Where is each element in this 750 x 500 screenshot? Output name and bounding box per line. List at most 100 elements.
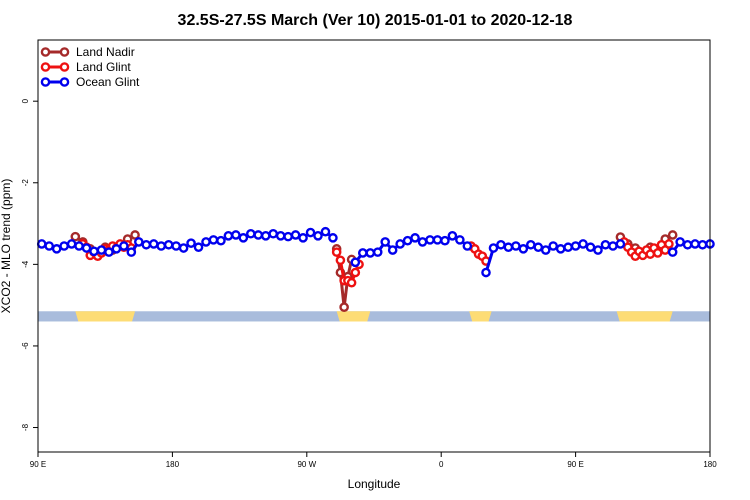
data-point-ocean-glint-3 [59, 241, 69, 251]
data-point-ocean-glint-43 [372, 247, 383, 257]
data-point-ocean-glint-20 [186, 238, 196, 248]
x-axis-label: Longitude [348, 477, 401, 491]
data-point-land-glint-15 [335, 255, 346, 266]
legend-marker-left-land-nadir [40, 47, 51, 57]
data-point-ocean-glint-51 [432, 235, 443, 245]
data-point-ocean-glint-79 [697, 239, 708, 250]
data-point-ocean-glint-2 [51, 244, 62, 254]
data-point-ocean-glint-0 [36, 239, 47, 249]
data-point-ocean-glint-38 [320, 226, 331, 237]
data-point-ocean-glint-72 [600, 239, 611, 250]
data-point-ocean-glint-71 [593, 245, 603, 255]
data-point-ocean-glint-78 [690, 239, 700, 249]
legend-item-land-nadir: Land Nadir [40, 45, 135, 59]
data-point-land-glint-19 [350, 267, 361, 278]
legend-marker-right-land-nadir [59, 47, 70, 57]
data-point-land-glint-18 [346, 277, 357, 288]
data-point-ocean-glint-17 [163, 239, 174, 250]
data-point-land-glint-14 [331, 247, 342, 257]
legend-marker-right-ocean-glint [59, 77, 70, 87]
data-point-ocean-glint-49 [417, 237, 428, 247]
land-segment-3 [616, 311, 673, 322]
data-point-ocean-glint-1 [44, 241, 55, 251]
data-point-ocean-glint-64 [540, 245, 551, 255]
y-tick-label-1: -2 [21, 179, 30, 187]
data-point-ocean-glint-23 [208, 235, 219, 245]
y-tick-label-0: 0 [21, 98, 30, 103]
data-point-ocean-glint-59 [503, 242, 514, 253]
data-point-ocean-glint-37 [313, 231, 323, 241]
data-point-ocean-glint-30 [260, 231, 271, 241]
legend-marker-right-land-glint [59, 62, 70, 72]
data-point-ocean-glint-35 [298, 233, 308, 243]
data-point-ocean-glint-48 [410, 233, 420, 243]
data-point-ocean-glint-31 [268, 228, 279, 239]
data-point-ocean-glint-24 [216, 235, 226, 246]
data-point-ocean-glint-22 [201, 237, 211, 247]
data-point-land-glint-38 [664, 239, 674, 249]
data-point-ocean-glint-7 [89, 246, 99, 257]
data-point-land-glint-35 [652, 248, 663, 258]
data-point-ocean-glint-42 [365, 248, 376, 258]
data-point-land-nadir-0 [70, 231, 81, 242]
y-axis: 0 -2 -4 -6 -8 [21, 98, 38, 431]
series-ocean-glint [36, 226, 715, 278]
data-point-ocean-glint-77 [682, 239, 693, 250]
data-point-ocean-glint-57 [488, 243, 499, 253]
data-point-ocean-glint-33 [283, 231, 293, 242]
data-point-ocean-glint-69 [578, 239, 588, 249]
data-point-ocean-glint-73 [608, 241, 618, 251]
legend-label-land-nadir: Land Nadir [76, 45, 135, 59]
data-point-ocean-glint-8 [96, 245, 107, 255]
data-point-ocean-glint-55 [462, 241, 473, 251]
data-point-ocean-glint-19 [178, 243, 189, 253]
x-axis: 90 E 180 90 W 0 90 E 180 [30, 452, 717, 469]
data-point-ocean-glint-66 [555, 244, 566, 254]
land-ocean-band [38, 311, 710, 322]
legend-marker-left-ocean-glint [40, 77, 51, 87]
data-point-ocean-glint-53 [447, 231, 458, 241]
data-point-land-nadir-8 [130, 230, 140, 240]
y-tick-label-3: -6 [21, 342, 30, 350]
x-tick-label-1: 180 [166, 460, 180, 469]
legend-label-ocean-glint: Ocean Glint [76, 75, 140, 89]
data-point-ocean-glint-12 [126, 247, 137, 257]
data-point-ocean-glint-26 [231, 230, 241, 240]
data-point-land-nadir-21 [667, 230, 678, 240]
legend-item-ocean-glint: Ocean Glint [40, 75, 140, 89]
data-point-ocean-glint-29 [253, 230, 264, 240]
x-tick-label-3: 0 [439, 460, 444, 469]
data-point-ocean-glint-61 [518, 244, 529, 254]
data-point-ocean-glint-63 [533, 242, 544, 253]
data-point-ocean-glint-39 [328, 233, 338, 243]
legend-item-land-glint: Land Glint [40, 60, 131, 74]
data-point-ocean-glint-45 [387, 245, 398, 255]
land-segment-0 [75, 311, 136, 322]
data-point-ocean-glint-58 [496, 239, 506, 250]
data-point-ocean-glint-36 [305, 227, 316, 238]
data-point-ocean-glint-18 [171, 241, 181, 251]
data-point-ocean-glint-46 [395, 239, 405, 249]
data-point-ocean-glint-21 [193, 242, 204, 253]
data-point-ocean-glint-47 [402, 235, 413, 246]
data-point-ocean-glint-56 [481, 267, 491, 278]
data-point-ocean-glint-32 [275, 231, 286, 241]
data-point-ocean-glint-75 [667, 247, 678, 257]
data-point-ocean-glint-52 [440, 235, 450, 246]
y-axis-label: XCO2 - MLO trend (ppm) [0, 179, 13, 314]
data-point-ocean-glint-68 [570, 241, 581, 251]
data-point-ocean-glint-62 [526, 239, 536, 250]
y-tick-label-2: -4 [21, 260, 30, 268]
series-layer [36, 226, 715, 312]
data-point-ocean-glint-41 [357, 248, 368, 258]
data-point-ocean-glint-16 [156, 241, 166, 251]
data-point-ocean-glint-14 [141, 239, 152, 250]
data-point-ocean-glint-27 [238, 233, 249, 243]
data-point-ocean-glint-25 [223, 231, 234, 241]
chart-title: 32.5S-27.5S March (Ver 10) 2015-01-01 to… [178, 12, 573, 29]
x-tick-label-0: 90 E [30, 460, 46, 469]
data-point-ocean-glint-9 [104, 247, 114, 257]
data-point-ocean-glint-28 [245, 228, 256, 239]
